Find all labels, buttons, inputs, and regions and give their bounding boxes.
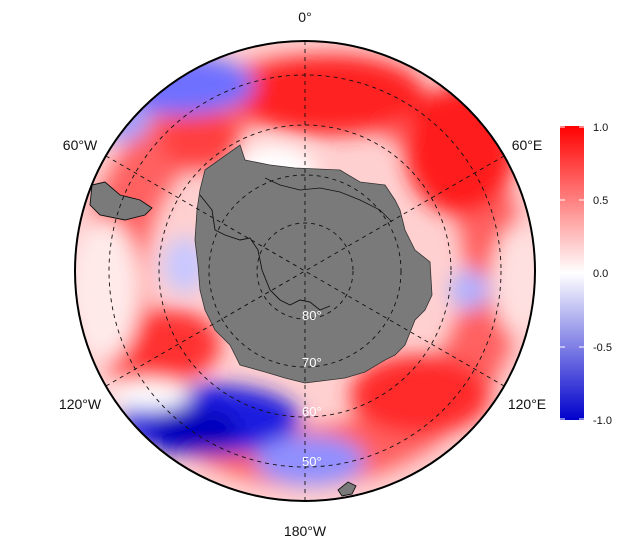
lon-label-bottom: 180°W (284, 523, 327, 539)
lon-label-upper-left: 60°W (63, 137, 98, 153)
graticule (105, 41, 505, 501)
lon-label-lower-left: 120°W (59, 396, 102, 412)
lat-label-50: 50° (302, 454, 322, 469)
lon-label-top: 0° (298, 9, 311, 25)
lat-label-60: 60° (302, 404, 322, 419)
lat-label-70: 70° (302, 355, 322, 370)
latitude-circle-80 (256, 222, 354, 320)
latitude-circle-70 (208, 174, 402, 368)
new-zealand-fragment (337, 481, 357, 497)
south-america-tip (89, 181, 153, 221)
lon-label-upper-right: 60°E (512, 137, 543, 153)
colorbar-tick-0.5: 0.5 (593, 195, 608, 207)
lat-label-80: 80° (302, 308, 322, 323)
lon-label-lower-right: 120°E (508, 396, 546, 412)
antarctica-land (194, 144, 433, 384)
colorbar-tick-neg0.5: -0.5 (593, 342, 612, 354)
map-boundary (74, 40, 536, 502)
colorbar: 1.0 0.5 0.0 -0.5 -1.0 (560, 122, 612, 427)
colorbar-tick-neg1: -1.0 (593, 415, 612, 427)
colorbar-tick-0: 0.0 (593, 268, 608, 280)
colorbar-tick-1: 1.0 (593, 122, 608, 134)
ocean-field (75, 41, 535, 501)
latitude-circle-60 (158, 124, 452, 418)
